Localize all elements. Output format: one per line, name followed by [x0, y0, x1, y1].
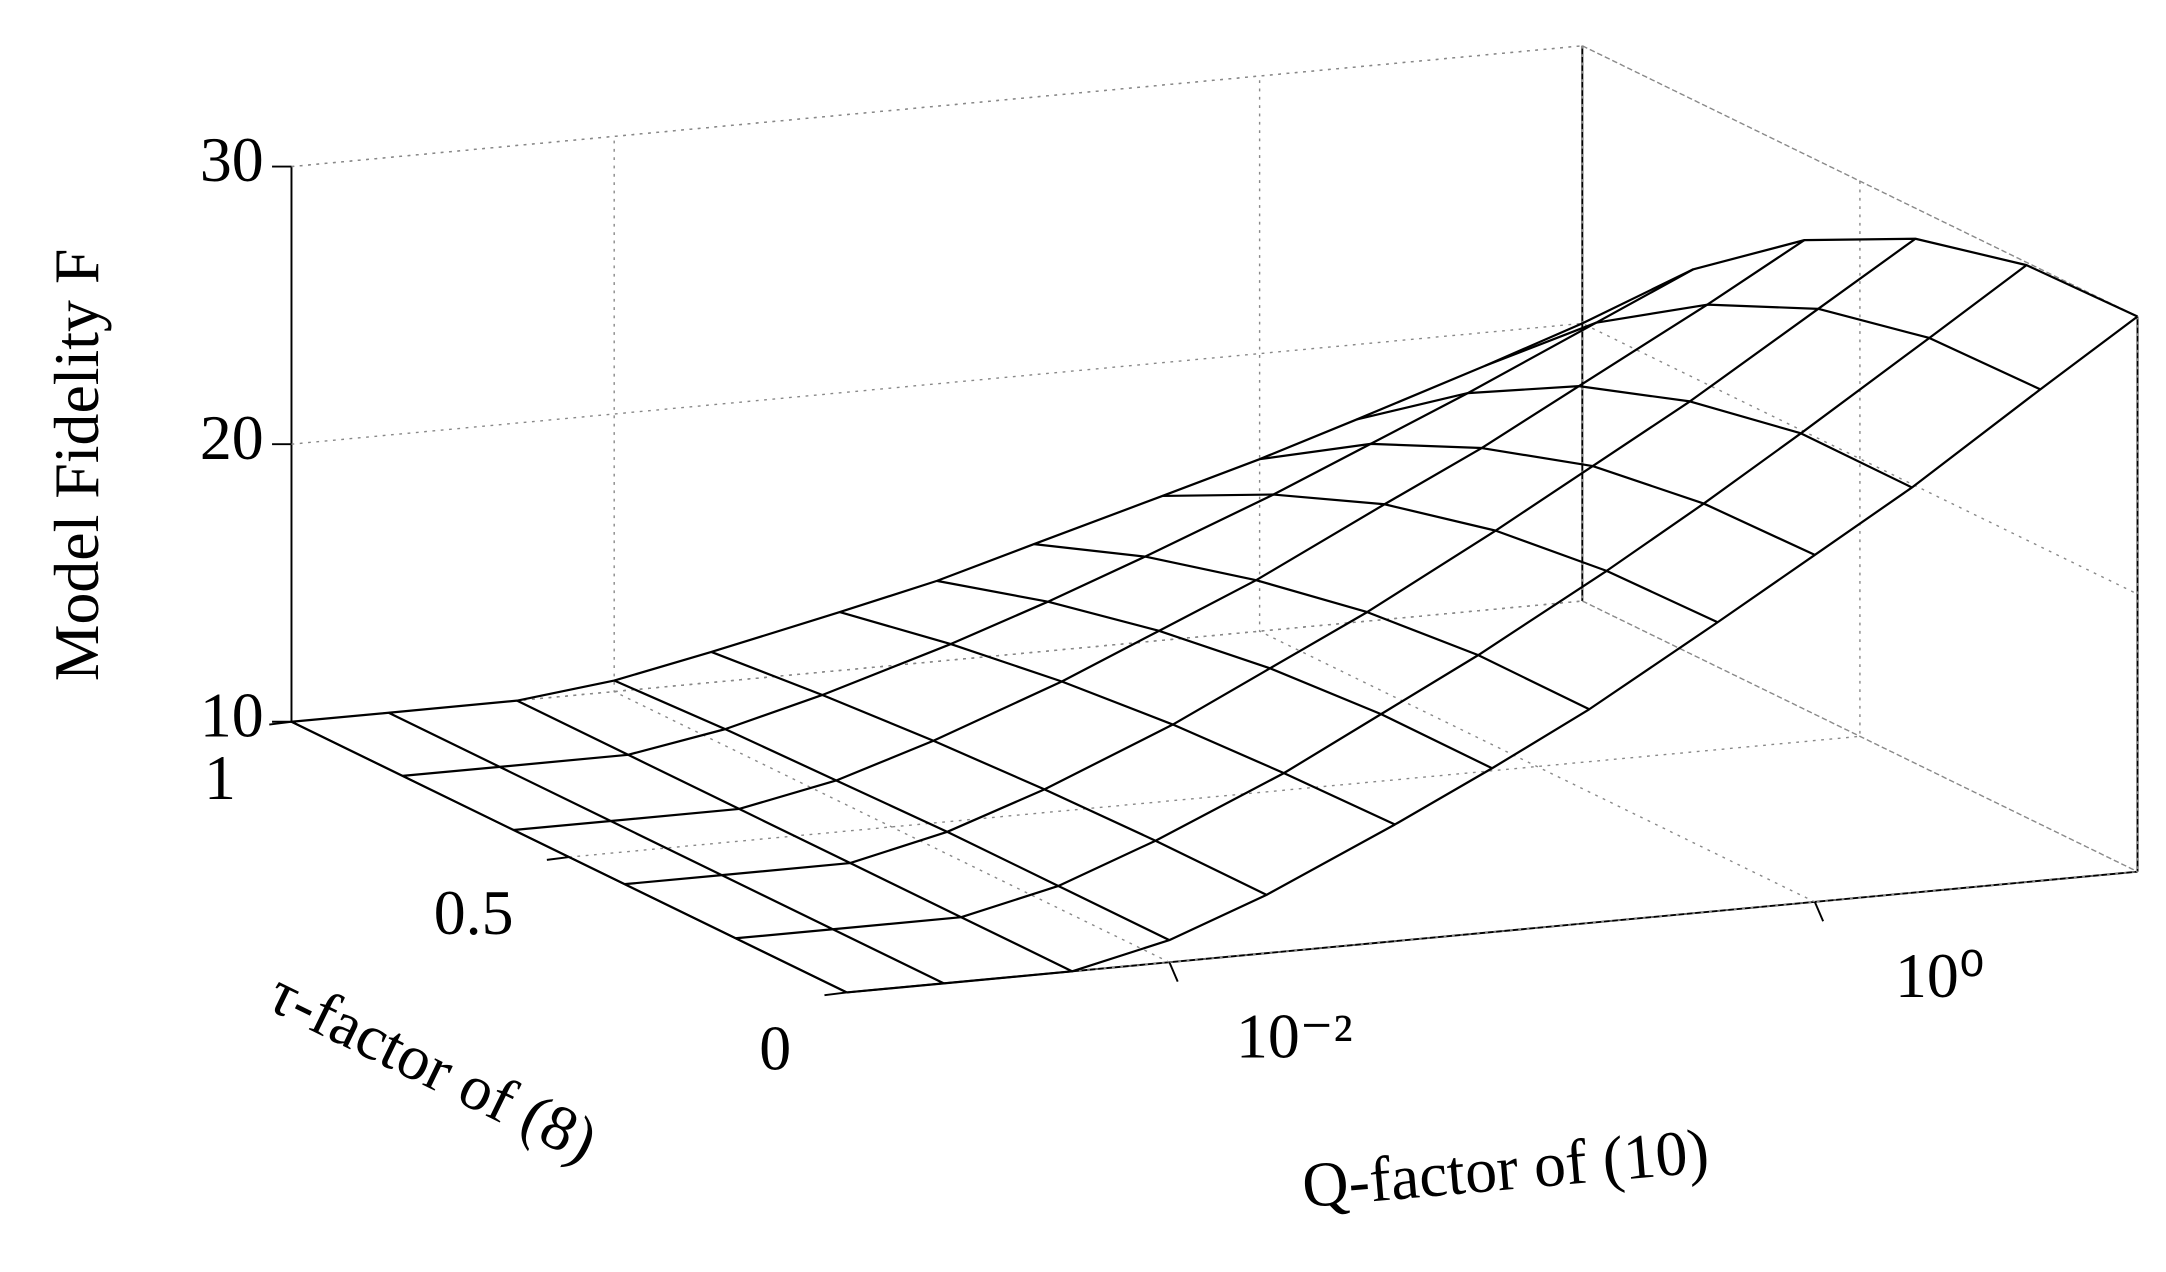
x-tick-label: 10⁻²	[1236, 1000, 1353, 1071]
z-tick-label: 10	[200, 679, 264, 750]
y-axis-title: τ-factor of (8)	[258, 956, 608, 1176]
grid-line	[1258, 76, 1816, 903]
mesh-row	[291, 322, 1583, 723]
mesh-column	[839, 611, 1396, 826]
grid-line	[291, 45, 2138, 318]
y-tick-label: 0	[759, 1013, 791, 1084]
z-tick-label: 30	[200, 124, 264, 195]
grid-line	[291, 322, 2138, 595]
y-tick-label: 0.5	[434, 877, 514, 948]
mesh-column	[1259, 442, 1816, 556]
grid-line	[569, 181, 1861, 858]
mesh-column	[1356, 385, 1913, 489]
grid-line	[291, 45, 1584, 723]
x-axis-title: Q-factor of (10)	[1299, 1115, 1711, 1221]
mesh-column	[710, 650, 1268, 896]
tick-mark	[546, 856, 570, 861]
mesh-column	[1162, 493, 1719, 624]
mesh-column	[1581, 237, 2138, 325]
mesh-column	[290, 720, 848, 994]
mesh-column	[936, 579, 1493, 770]
mesh-row	[624, 237, 1917, 886]
grid-line	[846, 316, 2139, 994]
box-edge	[1582, 45, 2138, 318]
plot-area: 10 20 30 10⁻² 10⁰ 0 0.5 1 Model Fidelity F τ-fact…	[41, 45, 2139, 1221]
z-tick-label: 20	[200, 402, 264, 473]
box-edge	[1582, 600, 2138, 873]
tick-mark	[824, 991, 847, 997]
grid-line	[613, 136, 1170, 963]
mesh-column	[613, 679, 1170, 942]
mesh-column	[388, 711, 945, 985]
x-tick-label: 10⁰	[1895, 940, 1984, 1011]
tick-mark	[1813, 901, 1825, 922]
mesh-column	[1033, 542, 1590, 711]
z-axis-title: Model Fidelity F	[41, 249, 112, 682]
grid-line	[291, 600, 2138, 873]
mesh-row	[513, 239, 1806, 832]
mesh-row	[402, 268, 1694, 777]
tick-mark	[269, 720, 292, 726]
tick-mark	[1168, 961, 1179, 983]
y-tick-label: 1	[204, 742, 236, 813]
mesh-column	[516, 699, 1073, 973]
mesh-column	[1484, 303, 2041, 391]
